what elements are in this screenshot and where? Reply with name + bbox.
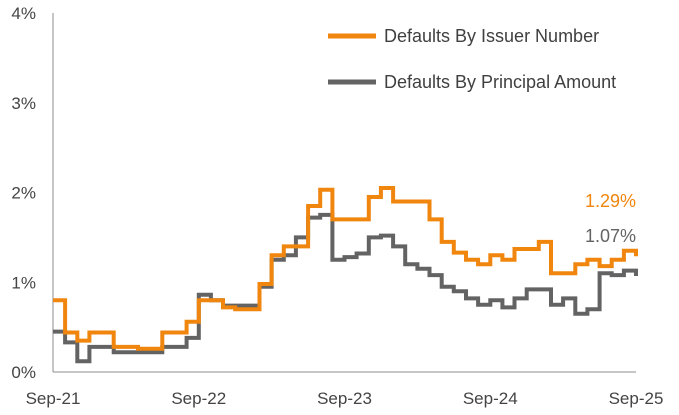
- chart-axes: [52, 13, 636, 373]
- x-tick-label: Sep-22: [171, 389, 226, 408]
- end-value-label: 1.29%: [585, 191, 636, 211]
- y-tick-label: 0%: [11, 363, 36, 382]
- series-lines: [53, 186, 638, 364]
- legend: Defaults By Issuer Number Defaults By Pri…: [328, 26, 616, 92]
- legend-label: Defaults By Issuer Number: [384, 26, 599, 46]
- y-tick-label: 1%: [11, 273, 36, 292]
- x-tick-label: Sep-23: [317, 389, 372, 408]
- x-tick-label: Sep-24: [463, 389, 518, 408]
- x-tick-label: Sep-21: [26, 389, 81, 408]
- y-tick-label: 4%: [11, 4, 36, 23]
- legend-label: Defaults By Principal Amount: [384, 72, 616, 92]
- end-value-labels: 1.29% 1.07%: [585, 191, 636, 246]
- end-value-label: 1.07%: [585, 226, 636, 246]
- y-tick-label: 2%: [11, 184, 36, 203]
- series-line-issuer-number: [53, 186, 638, 351]
- y-tick-label: 3%: [11, 94, 36, 113]
- x-tick-labels: Sep-21 Sep-22 Sep-23 Sep-24 Sep-25: [26, 389, 664, 408]
- y-tick-labels: 0% 1% 2% 3% 4%: [11, 4, 36, 382]
- x-tick-label: Sep-25: [609, 389, 664, 408]
- series-line-principal-amount: [53, 212, 638, 364]
